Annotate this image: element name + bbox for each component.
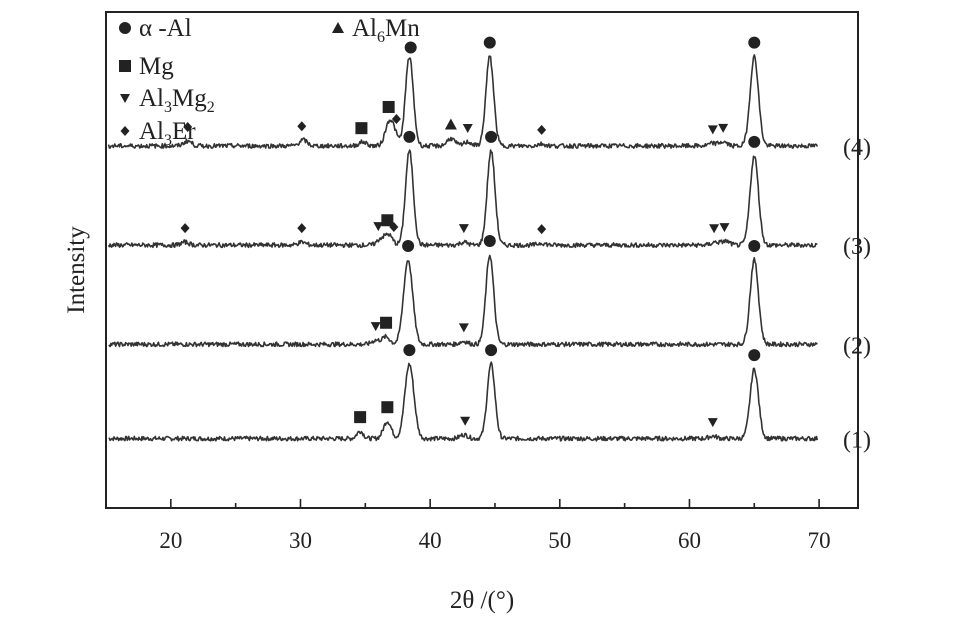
series-label: (4) (843, 135, 871, 161)
phase-marker-circle (402, 240, 415, 252)
phase-marker-circle (485, 344, 498, 357)
phase-marker-triangle-down (707, 418, 718, 428)
plot-frame (105, 11, 859, 509)
x-tick-label: 50 (548, 528, 571, 553)
phase-marker-triangle-down (719, 223, 730, 233)
series-labels: (1) (2) (3) (4) (843, 135, 871, 454)
phase-marker-diamond (389, 221, 399, 232)
phase-marker-diamond (297, 223, 307, 234)
series-label: (2) (843, 333, 871, 359)
phase-marker-square (381, 401, 394, 414)
phase-marker-circle (404, 41, 417, 54)
legend-symbol-square (119, 60, 131, 72)
series-line (108, 361, 819, 442)
phase-marker-square (355, 122, 368, 135)
x-tick-label: 40 (419, 528, 442, 553)
phase-marker-triangle-down (462, 123, 473, 133)
phase-marker-square (381, 214, 394, 227)
legend-symbol-circle (119, 22, 131, 34)
x-tick-label: 60 (678, 528, 701, 553)
phase-marker-diamond (537, 224, 547, 235)
phase-marker-triangle-down (370, 322, 381, 332)
phase-marker-circle (748, 135, 761, 148)
phase-marker-diamond (297, 121, 307, 132)
y-axis-label: Intensity (63, 226, 90, 314)
x-axis-label: 2θ /(°) (450, 587, 514, 614)
phase-marker-triangle-up (444, 118, 457, 130)
phase-marker-triangle-down (460, 416, 471, 426)
phase-marker-diamond (537, 124, 547, 135)
phase-marker-circle (748, 36, 761, 49)
phase-marker-circle (483, 235, 496, 248)
series-traces (107, 54, 819, 442)
phase-marker-triangle-down (707, 125, 718, 135)
phase-marker-triangle-down (718, 123, 729, 133)
series-label: (1) (843, 428, 871, 454)
legend-symbol-triangle-down (120, 94, 130, 103)
phase-marker-diamond (391, 113, 401, 124)
legend-label: α -Al (139, 15, 192, 42)
series-line (107, 54, 819, 149)
legend-label: Al3Mg2 (139, 85, 215, 116)
phase-marker-square (382, 100, 395, 113)
legend-label: Al6Mn (352, 15, 420, 46)
x-tick-label: 70 (808, 528, 831, 553)
x-tick-label: 30 (289, 528, 312, 553)
legend-label: Al3Er (139, 118, 196, 149)
series-line (107, 149, 818, 249)
phase-marker-triangle-down (458, 224, 469, 234)
phase-markers (180, 36, 761, 428)
phase-marker-triangle-down (709, 224, 720, 234)
phase-marker-circle (403, 130, 416, 143)
phase-marker-diamond (183, 121, 193, 132)
x-axis-ticks: 20 30 40 50 60 70 (105, 499, 831, 553)
legend-symbol-triangle-up (332, 22, 344, 33)
phase-marker-triangle-down (373, 222, 384, 232)
phase-marker-square (380, 316, 393, 329)
phase-marker-circle (748, 240, 761, 252)
phase-marker-circle (485, 130, 498, 143)
legend-label: Mg (139, 53, 174, 80)
legend-symbol-diamond (120, 126, 130, 136)
series-line (108, 254, 818, 348)
phase-marker-square (354, 411, 367, 424)
phase-marker-circle (748, 349, 761, 362)
phase-marker-triangle-down (458, 323, 469, 333)
phase-marker-diamond (180, 223, 190, 234)
x-tick-label: 20 (159, 528, 182, 553)
phase-marker-circle (403, 344, 416, 357)
series-label: (3) (843, 234, 871, 260)
phase-marker-circle (483, 36, 496, 49)
